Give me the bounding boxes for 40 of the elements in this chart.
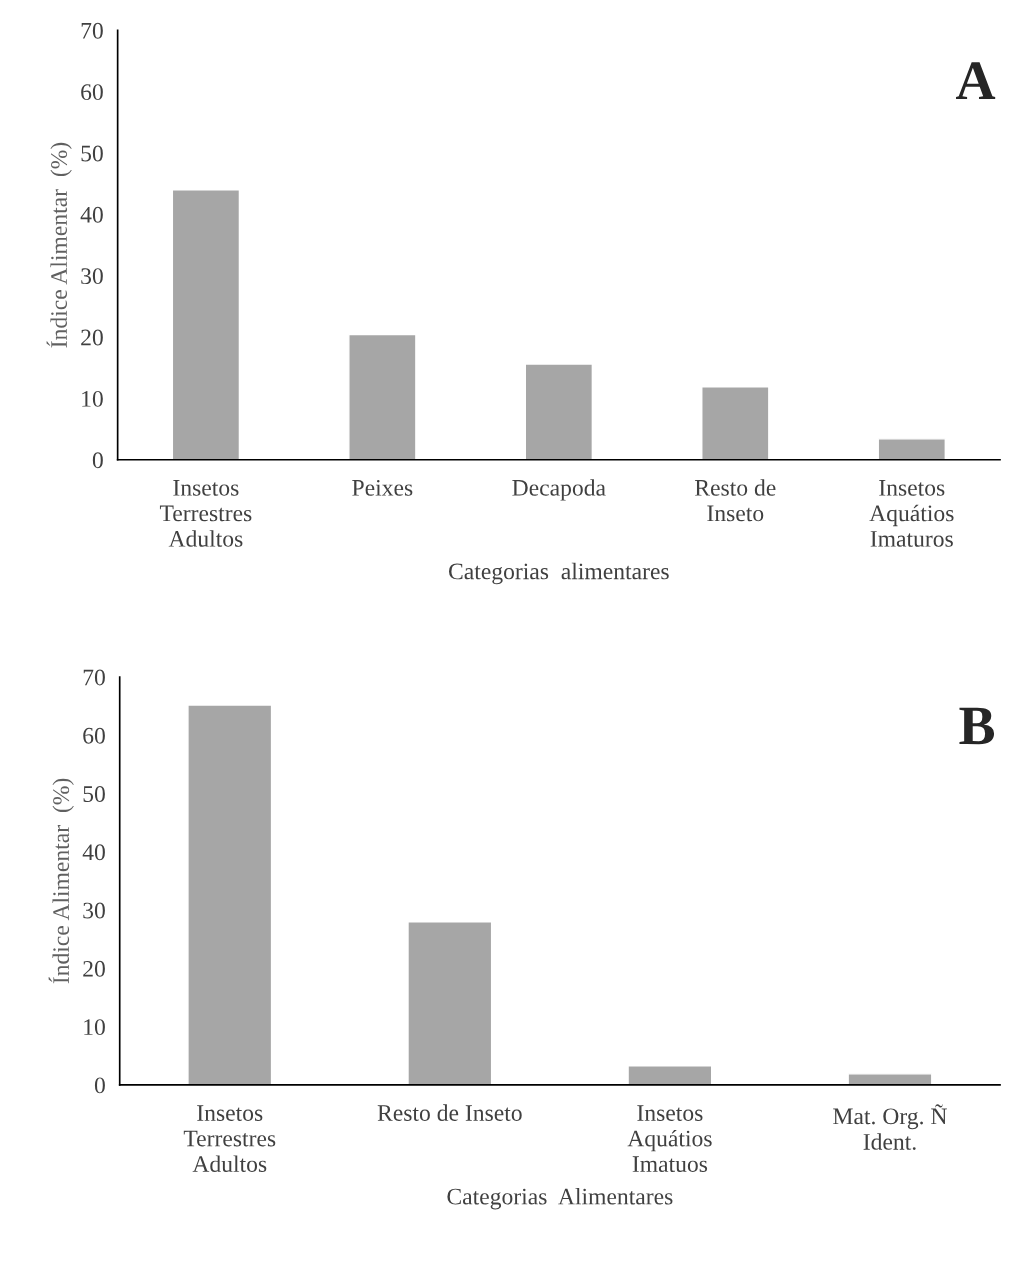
y-tick-label: 20 xyxy=(81,329,103,346)
bar xyxy=(171,189,241,460)
bar xyxy=(877,438,946,460)
y-tick-label: 10 xyxy=(82,390,103,407)
x-tick-label: Decapoda xyxy=(512,479,606,501)
y-tick-label: 30 xyxy=(81,268,103,285)
annotation: B xyxy=(959,707,995,745)
bar xyxy=(187,704,273,1085)
y-tick-label: 40 xyxy=(82,844,105,861)
y-tick-label: 50 xyxy=(83,786,105,802)
x-tick-label: Mat. Org. Ñ Ident. xyxy=(833,1104,947,1150)
y-axis-title: Índice Alimentar (%) xyxy=(48,778,74,984)
bar xyxy=(627,1064,713,1085)
x-tick-label: Resto de Inseto xyxy=(377,1104,522,1121)
y-tick-label: 60 xyxy=(81,84,103,101)
x-axis-title: Categorias Alimentares xyxy=(447,1187,673,1210)
y-tick-label: 40 xyxy=(80,206,103,223)
bar xyxy=(847,1073,933,1085)
bar xyxy=(701,386,770,460)
x-tick-label: Insetos Terrestres Adultos xyxy=(183,1105,276,1172)
y-tick-label: 10 xyxy=(84,1019,105,1036)
x-tick-label: Insetos Terrestres Adultos xyxy=(159,480,252,547)
y-axis-title: Índice Alimentar (%) xyxy=(46,142,72,348)
y-tick-label: 70 xyxy=(81,22,103,39)
y-tick-label: 30 xyxy=(83,902,105,919)
y-tick-label: 70 xyxy=(83,669,105,686)
x-axis-title: Categorias alimentares xyxy=(449,562,669,585)
y-tick-label: 0 xyxy=(94,1077,105,1094)
y-tick-label: 0 xyxy=(92,452,103,469)
x-tick-label: Peixes xyxy=(352,479,413,496)
x-tick-label: Insetos Aquátios Imatuos xyxy=(627,1105,712,1173)
bar xyxy=(524,363,594,460)
x-tick-label: Insetos Aquátios Imaturos xyxy=(869,480,954,547)
y-tick-label: 60 xyxy=(83,727,105,744)
bar xyxy=(348,333,417,460)
annotation: A xyxy=(956,62,996,99)
y-tick-label: 20 xyxy=(83,960,105,977)
bar xyxy=(407,921,493,1085)
y-tick-label: 50 xyxy=(81,145,103,162)
x-tick-label: Resto de Inseto xyxy=(694,479,776,522)
